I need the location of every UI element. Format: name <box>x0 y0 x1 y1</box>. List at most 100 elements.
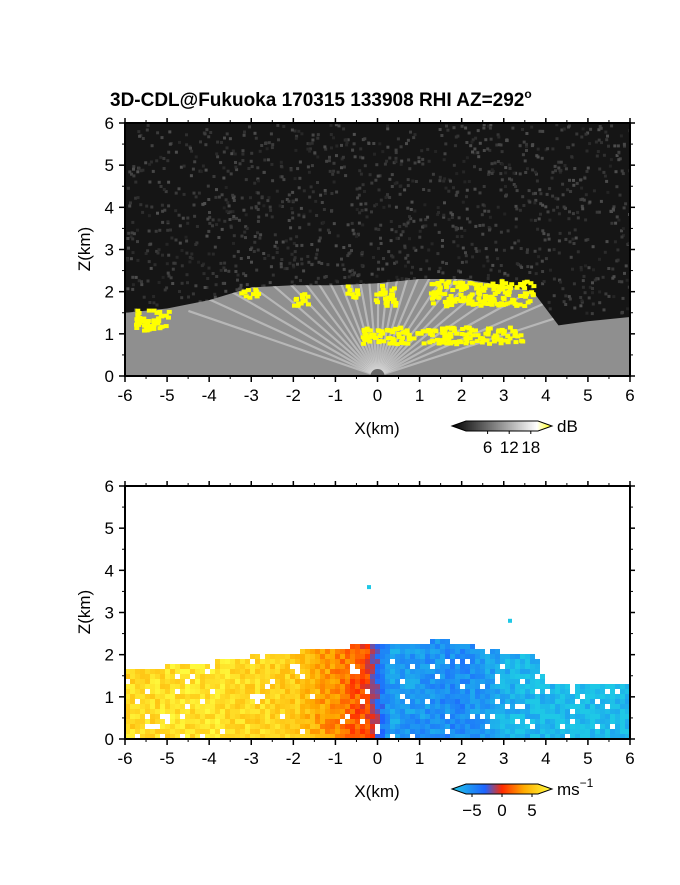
velocity-cell <box>220 669 225 674</box>
velocity-cell <box>435 699 440 704</box>
velocity-cell <box>540 679 545 684</box>
velocity-cell <box>330 654 335 659</box>
velocity-cell <box>145 709 150 714</box>
noise-speck <box>292 258 296 262</box>
noise-speck <box>588 200 592 204</box>
radial-streak <box>376 279 438 376</box>
noise-speck <box>617 218 621 222</box>
velocity-cell <box>130 724 135 729</box>
noise-speck <box>372 256 375 259</box>
velocity-cell <box>420 694 425 699</box>
velocity-cell <box>380 699 385 704</box>
velocity-cell <box>380 659 385 664</box>
velocity-cell <box>160 724 165 729</box>
noise-speck <box>214 195 218 199</box>
velocity-cell <box>550 734 555 739</box>
velocity-cell <box>275 714 280 719</box>
noise-speck <box>407 278 411 282</box>
noise-speck <box>403 246 407 250</box>
saturated-cell <box>430 338 436 343</box>
noise-speck <box>217 195 221 199</box>
noise-speck <box>235 288 239 292</box>
noise-speck <box>163 288 167 292</box>
velocity-cell <box>500 674 505 679</box>
noise-speck <box>256 177 260 181</box>
velocity-cell <box>560 684 565 689</box>
noise-speck <box>264 142 267 145</box>
velocity-cell <box>135 669 140 674</box>
noise-speck <box>434 150 438 153</box>
velocity-cell <box>435 649 440 654</box>
velocity-cell <box>620 704 625 709</box>
velocity-cell <box>440 654 445 659</box>
noise-speck <box>571 143 575 147</box>
velocity-cell <box>535 719 540 724</box>
velocity-cell <box>305 649 310 654</box>
velocity-cell <box>255 664 260 669</box>
velocity-cell <box>265 679 270 684</box>
velocity-cell <box>305 689 310 694</box>
noise-speck <box>300 257 304 261</box>
noise-speck <box>311 133 315 137</box>
noise-speck <box>400 159 404 163</box>
noise-speck <box>617 280 621 284</box>
noise-speck <box>537 255 541 259</box>
velocity-cell <box>535 679 540 684</box>
noise-speck <box>276 123 280 127</box>
noise-speck <box>419 218 423 222</box>
velocity-cell <box>370 644 375 649</box>
velocity-cell <box>460 649 465 654</box>
noise-speck <box>526 248 529 252</box>
noise-speck <box>280 258 284 261</box>
noise-speck <box>465 141 469 144</box>
velocity-cell <box>355 689 360 694</box>
saturated-cell <box>305 294 311 299</box>
noise-speck <box>273 233 277 237</box>
noise-speck <box>407 158 411 162</box>
noise-speck <box>486 147 490 151</box>
velocity-cell <box>530 679 535 684</box>
noise-speck <box>357 193 361 197</box>
velocity-cell <box>505 729 510 734</box>
velocity-cell <box>555 689 560 694</box>
noise-speck <box>126 186 130 190</box>
noise-speck <box>126 287 130 291</box>
noise-speck <box>535 179 539 183</box>
noise-speck <box>256 219 260 223</box>
velocity-cell <box>400 704 405 709</box>
noise-speck <box>470 242 474 246</box>
velocity-cell <box>300 664 305 669</box>
velocity-cell <box>240 674 245 679</box>
saturated-cell <box>518 333 524 338</box>
noise-speck <box>451 224 455 228</box>
velocity-cell <box>625 734 630 739</box>
noise-speck <box>334 123 338 127</box>
noise-speck <box>257 215 261 219</box>
velocity-cell <box>455 719 460 724</box>
noise-speck <box>407 219 411 223</box>
noise-speck <box>515 277 519 281</box>
noise-speck <box>228 218 232 221</box>
velocity-cell <box>435 684 440 689</box>
noise-speck <box>236 250 240 254</box>
velocity-cell <box>595 704 600 709</box>
saturated-cell <box>361 341 367 346</box>
noise-speck <box>496 133 500 137</box>
velocity-cell <box>445 734 450 739</box>
chart-title-degree: o <box>524 87 531 101</box>
noise-speck <box>447 217 451 221</box>
saturated-cell <box>243 294 249 299</box>
noise-speck <box>156 131 160 135</box>
velocity-cell <box>580 724 585 729</box>
noise-speck <box>134 275 138 279</box>
velocity-cell <box>140 679 145 684</box>
velocity-cell <box>480 709 485 714</box>
saturated-cell <box>490 281 496 286</box>
velocity-cell <box>305 664 310 669</box>
noise-speck <box>340 166 343 170</box>
velocity-cell <box>270 704 275 709</box>
noise-speck <box>178 290 181 293</box>
velocity-cell <box>470 724 475 729</box>
saturated-cell <box>405 341 411 346</box>
velocity-cell <box>515 674 520 679</box>
